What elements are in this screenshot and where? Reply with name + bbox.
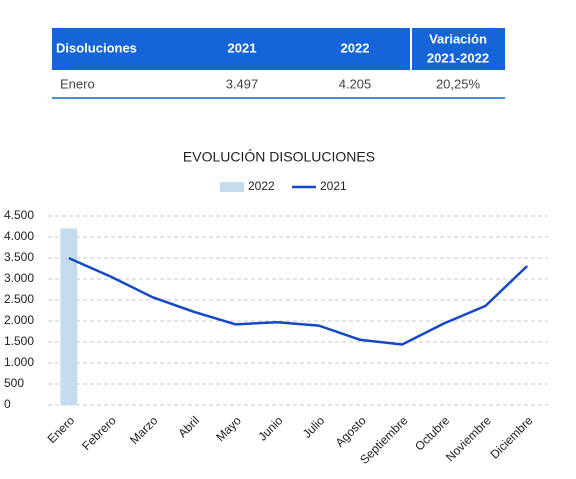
x-tick-label: Marzo [127, 413, 161, 447]
header-cell: Disoluciones [56, 40, 137, 55]
y-tick-label: 3.000 [4, 271, 34, 285]
header-cell: 2021 [228, 40, 257, 55]
y-tick-label: 2.000 [4, 313, 34, 327]
x-tick-label: Abril [175, 413, 202, 440]
y-tick-label: 1.000 [4, 355, 34, 369]
x-tick-label: Agosto [333, 413, 370, 450]
y-tick-label: 500 [4, 376, 24, 390]
x-tick-label: Enero [45, 413, 78, 446]
legend-swatch [220, 182, 244, 192]
table-cell: 3.497 [226, 76, 259, 91]
x-tick-label: Mayo [213, 413, 244, 444]
table-header-bg [52, 28, 505, 70]
y-tick-label: 0 [4, 397, 11, 411]
y-tick-label: 4.000 [4, 229, 34, 243]
x-tick-label: Octubre [412, 413, 452, 453]
table-cell: Enero [60, 76, 95, 91]
legend-label: 2021 [320, 179, 347, 193]
y-tick-label: 2.500 [4, 292, 34, 306]
header-cell: 2021-2022 [427, 50, 489, 65]
legend-label: 2022 [248, 179, 275, 193]
table-cell: 20,25% [436, 76, 481, 91]
table-cell: 4.205 [339, 76, 372, 91]
x-tick-label: Febrero [79, 413, 119, 453]
x-tick-label: Julio [300, 413, 328, 441]
y-tick-label: 1.500 [4, 334, 34, 348]
header-cell: Variación [429, 31, 487, 46]
y-tick-label: 4.500 [4, 208, 34, 222]
chart-title: EVOLUCIÓN DISOLUCIONES [183, 149, 375, 165]
header-cell: 2022 [341, 40, 370, 55]
bar [60, 228, 78, 405]
x-tick-label: Diciembre [487, 413, 535, 461]
x-tick-label: Noviembre [443, 413, 494, 464]
x-tick-label: Junio [255, 413, 285, 443]
line [68, 256, 529, 346]
y-tick-label: 3.500 [4, 250, 34, 264]
